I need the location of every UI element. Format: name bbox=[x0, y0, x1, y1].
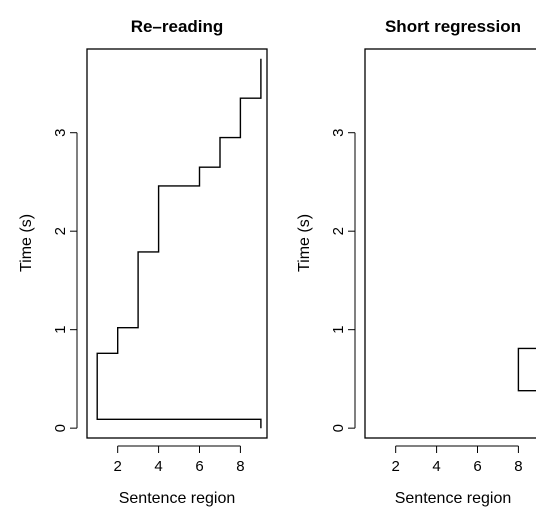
y-tick-label: 2 bbox=[330, 227, 347, 235]
x-tick-label: 8 bbox=[236, 458, 244, 475]
panel-2-title: Short regression bbox=[385, 17, 521, 36]
x-tick-label: 4 bbox=[154, 458, 162, 475]
y-tick-label: 0 bbox=[52, 424, 69, 432]
x-tick-label: 6 bbox=[473, 458, 481, 475]
panel-1-ylabel: Time (s) bbox=[18, 214, 35, 272]
panel-1-step-line bbox=[96, 58, 262, 429]
panel-1-xlabel: Sentence region bbox=[119, 490, 236, 507]
y-tick-label: 3 bbox=[330, 129, 347, 137]
y-tick-label: 3 bbox=[52, 129, 69, 137]
y-tick-label: 1 bbox=[52, 325, 69, 333]
y-tick-label: 2 bbox=[52, 227, 69, 235]
x-tick-label: 2 bbox=[114, 458, 122, 475]
y-tick-label: 0 bbox=[330, 424, 347, 432]
panel-2-plot-frame bbox=[364, 48, 536, 439]
panel-2-step-line bbox=[517, 347, 536, 392]
x-tick-label: 2 bbox=[392, 458, 400, 475]
y-tick-label: 1 bbox=[330, 325, 347, 333]
panel-2-xlabel: Sentence region bbox=[395, 490, 512, 507]
x-tick-label: 4 bbox=[432, 458, 440, 475]
x-tick-label: 6 bbox=[195, 458, 203, 475]
panel-1-title: Re–reading bbox=[131, 17, 224, 36]
panel-1-axes: 2 4 6 8 0 1 2 3 bbox=[52, 129, 245, 475]
panel-re-reading: Re–reading 2 4 6 8 0 1 2 3 Sentence region Time… bbox=[18, 17, 268, 507]
panel-1-plot-frame bbox=[86, 48, 268, 439]
panel-2-axes: 2 4 6 8 0 1 2 3 bbox=[330, 129, 523, 475]
x-tick-label: 8 bbox=[514, 458, 522, 475]
panel-short-regression: Short regression 2 4 6 8 0 1 2 3 Sentence regio… bbox=[296, 17, 536, 507]
panel-2-ylabel: Time (s) bbox=[296, 214, 313, 272]
